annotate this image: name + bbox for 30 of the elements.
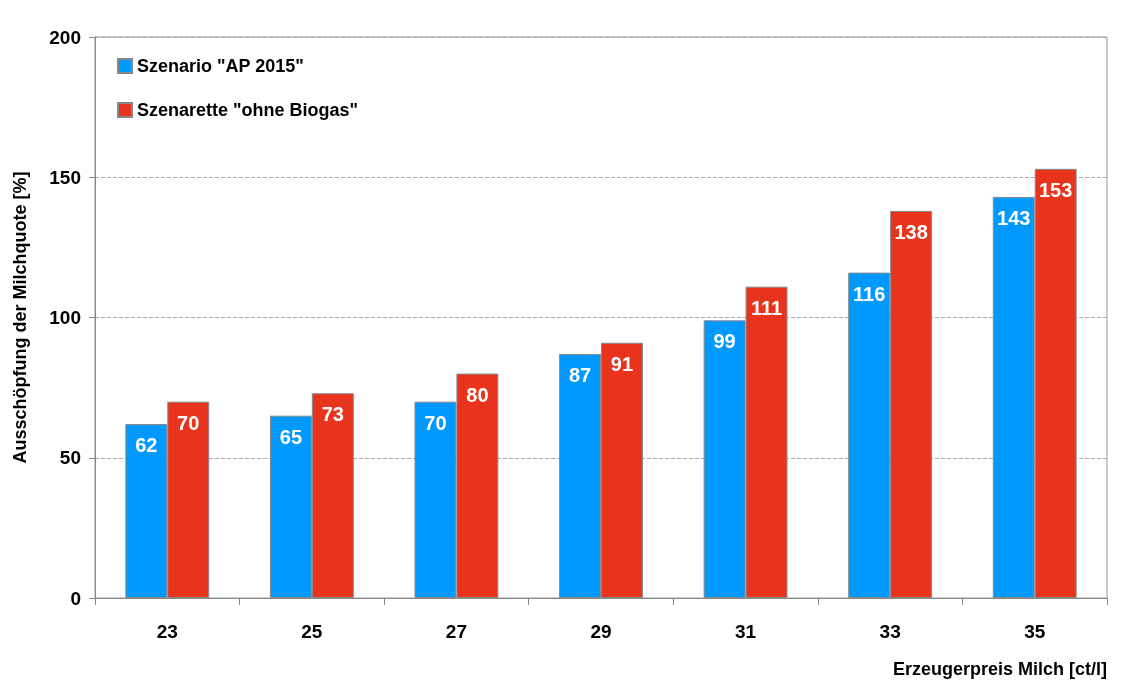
y-axis-title: Ausschöpfung der Milchquote [%] [10, 171, 30, 464]
x-tick-label: 33 [879, 621, 901, 642]
data-label: 70 [177, 411, 200, 434]
data-label: 70 [424, 411, 447, 434]
data-label: 99 [713, 330, 736, 353]
data-label: 62 [135, 434, 158, 457]
x-tick-label: 23 [156, 621, 178, 642]
data-label: 111 [750, 296, 783, 319]
data-label: 138 [894, 220, 928, 243]
data-label: 87 [568, 363, 592, 386]
legend-label: Szenario "AP 2015" [137, 56, 304, 76]
data-label: 143 [997, 206, 1031, 229]
legend-label: Szenarette "ohne Biogas" [137, 100, 359, 120]
x-tick-label: 31 [735, 621, 757, 642]
y-tick-label: 50 [59, 447, 81, 469]
data-label: 116 [853, 282, 886, 305]
data-label: 65 [279, 425, 303, 448]
x-tick-label: 29 [590, 621, 612, 642]
y-tick-label: 0 [70, 587, 81, 609]
x-tick-label: 27 [445, 621, 467, 642]
y-tick-label: 100 [49, 307, 81, 328]
x-tick-label: 35 [1024, 621, 1046, 642]
data-label: 153 [1038, 178, 1073, 201]
x-axis-title: Erzeugerpreis Milch [ct/l] [892, 659, 1107, 679]
x-tick-label: 25 [301, 621, 323, 642]
y-tick-label: 200 [49, 26, 81, 48]
y-tick-label: 150 [49, 166, 81, 188]
data-label: 80 [466, 383, 489, 406]
data-label: 73 [321, 403, 344, 426]
data-label: 91 [610, 352, 634, 375]
